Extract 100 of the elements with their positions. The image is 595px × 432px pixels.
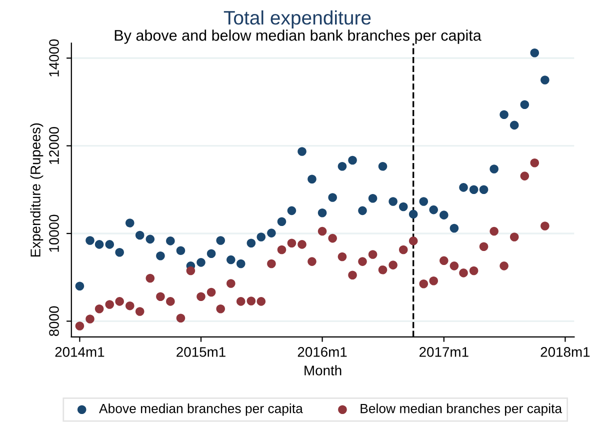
point <box>86 236 94 245</box>
point <box>459 183 468 192</box>
x-tick-label: 2016m1 <box>298 347 347 357</box>
point <box>125 301 134 310</box>
point <box>105 300 114 309</box>
chart-title: Total expenditure <box>224 10 371 29</box>
x-tick-label: 2018m1 <box>540 347 590 357</box>
point <box>146 274 155 283</box>
point <box>318 226 327 236</box>
point <box>196 258 206 267</box>
point <box>358 257 367 266</box>
point <box>378 162 388 171</box>
point <box>358 206 367 216</box>
point <box>146 234 155 244</box>
point <box>398 202 408 212</box>
point <box>479 242 488 252</box>
point <box>236 259 246 268</box>
point <box>440 256 448 266</box>
point <box>156 251 165 260</box>
point <box>510 232 519 242</box>
point <box>520 100 530 109</box>
point <box>450 224 459 233</box>
point <box>459 268 468 278</box>
point <box>125 218 134 228</box>
point <box>540 76 550 84</box>
y-axis-title: Expenditure (Rupees) <box>30 123 44 256</box>
point <box>530 48 540 58</box>
point <box>338 252 347 262</box>
x-tick-label: 2017m1 <box>420 347 468 357</box>
point <box>186 266 196 276</box>
point <box>440 210 448 220</box>
point <box>176 314 186 322</box>
point <box>408 236 418 246</box>
point <box>75 322 84 330</box>
point <box>500 110 508 120</box>
point <box>298 147 306 156</box>
point <box>419 197 428 206</box>
y-tick-label: 8000 <box>49 306 59 336</box>
point <box>156 292 165 302</box>
point <box>216 236 225 245</box>
point <box>520 172 530 180</box>
point <box>530 158 540 168</box>
point <box>328 193 337 202</box>
point <box>308 257 316 266</box>
point <box>176 246 186 255</box>
point <box>246 238 256 248</box>
x-tick-label: 2014m1 <box>55 347 104 357</box>
point <box>206 249 216 258</box>
point <box>236 297 246 306</box>
point <box>267 228 276 238</box>
point <box>298 240 306 249</box>
point <box>510 120 519 130</box>
point <box>135 307 144 316</box>
x-axis-title: Month <box>304 365 342 376</box>
point <box>287 238 296 248</box>
legend-label: Below median branches per capita <box>360 404 562 416</box>
point <box>94 240 104 249</box>
chart-subtitle: By above and below median bank branches per capita <box>114 30 482 44</box>
point <box>115 297 124 306</box>
y-tick-label: 12000 <box>49 127 59 164</box>
point <box>166 297 175 306</box>
point <box>216 304 225 314</box>
point <box>348 270 357 280</box>
point <box>500 262 508 270</box>
point <box>308 174 316 184</box>
y-tick-label: 10000 <box>49 214 59 252</box>
point <box>226 279 236 288</box>
point <box>378 265 388 274</box>
point <box>206 288 216 297</box>
point <box>105 240 114 249</box>
point <box>479 185 488 194</box>
point <box>196 292 206 302</box>
point <box>115 248 124 257</box>
point <box>388 260 398 270</box>
point <box>135 230 144 240</box>
legend-label: Above median branches per capita <box>99 404 303 416</box>
point <box>338 162 347 171</box>
point <box>277 217 286 226</box>
point <box>246 296 256 306</box>
point <box>287 206 296 216</box>
point <box>408 210 418 219</box>
point <box>419 280 428 288</box>
point <box>469 185 478 194</box>
point <box>388 197 398 206</box>
point <box>226 255 236 264</box>
point <box>429 276 438 286</box>
point <box>277 245 286 254</box>
point <box>166 236 175 246</box>
point <box>94 304 104 314</box>
point <box>256 232 266 242</box>
point <box>490 226 498 236</box>
point <box>540 222 550 230</box>
point <box>348 156 357 165</box>
point <box>490 164 498 174</box>
point <box>450 262 459 270</box>
point <box>75 282 84 290</box>
point <box>256 297 266 306</box>
point <box>86 314 94 324</box>
point <box>368 194 378 203</box>
point <box>469 266 478 276</box>
